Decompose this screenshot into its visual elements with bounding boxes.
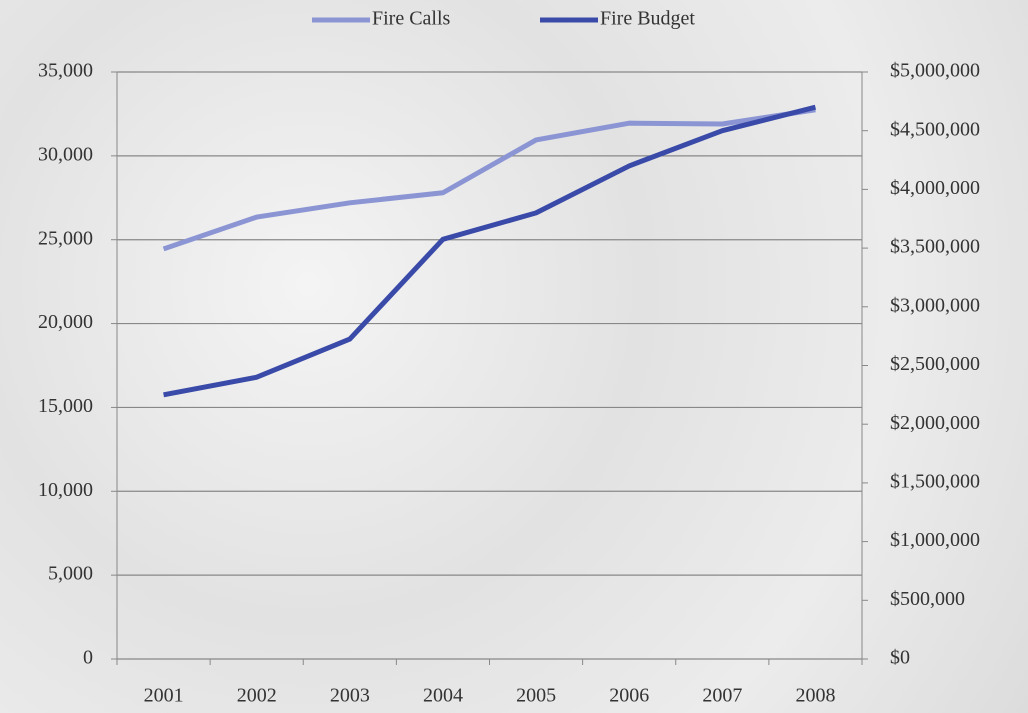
y2-tick-label: $2,000,000 — [890, 412, 980, 434]
y-tick-label: 10,000 — [38, 479, 93, 501]
series-line — [162, 107, 816, 252]
legend-label: Fire Budget — [600, 8, 695, 30]
x-tick-label: 2002 — [237, 685, 277, 707]
y2-tick-label: $2,500,000 — [890, 353, 980, 375]
y-tick-label: 35,000 — [38, 60, 93, 82]
y2-tick-label: $3,500,000 — [890, 236, 980, 258]
y2-tick-label: $1,500,000 — [890, 470, 980, 492]
x-tick-label: 2006 — [609, 685, 649, 707]
x-tick-label: 2007 — [702, 685, 742, 707]
x-tick-label: 2001 — [144, 685, 184, 707]
y-tick-label: 20,000 — [38, 311, 93, 333]
y2-tick-label: $1,000,000 — [890, 529, 980, 551]
y-tick-label: 0 — [83, 647, 93, 669]
y-tick-label: 25,000 — [38, 227, 93, 249]
x-tick-label: 2004 — [423, 685, 463, 707]
y2-tick-label: $0 — [890, 647, 910, 669]
x-tick-label: 2005 — [516, 685, 556, 707]
y-tick-label: 15,000 — [38, 395, 93, 417]
series-line — [163, 104, 817, 398]
y2-tick-label: $3,000,000 — [890, 294, 980, 316]
legend-label: Fire Calls — [372, 8, 451, 30]
y2-tick-label: $4,500,000 — [890, 118, 980, 140]
x-tick-label: 2008 — [795, 685, 835, 707]
y2-tick-label: $4,000,000 — [890, 177, 980, 199]
x-tick-label: 2003 — [330, 685, 370, 707]
y2-tick-label: $5,000,000 — [890, 60, 980, 82]
y-tick-label: 30,000 — [38, 143, 93, 165]
y2-tick-label: $500,000 — [890, 588, 965, 610]
y-tick-label: 5,000 — [48, 563, 93, 585]
